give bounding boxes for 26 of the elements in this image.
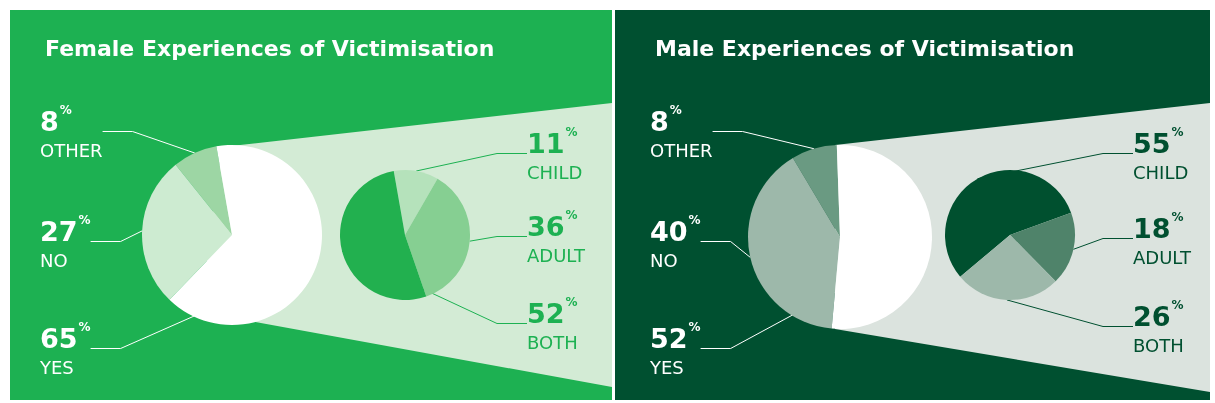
slice-label: NO xyxy=(40,249,68,271)
data-label: 52% xyxy=(527,295,578,329)
slice-label: ADULT xyxy=(527,244,586,266)
data-label: 26% xyxy=(1133,298,1184,332)
data-label: 11% xyxy=(527,125,578,159)
data-label: 8% xyxy=(40,103,72,137)
slice-label: YES xyxy=(39,356,74,378)
data-label: 65% xyxy=(40,320,91,354)
slice-label: OTHER xyxy=(40,139,103,161)
slice-label: BOTH xyxy=(1133,334,1184,356)
slice-label: BOTH xyxy=(527,331,578,353)
slice-label: CHILD xyxy=(1133,161,1189,183)
slice-label: ADULT xyxy=(1133,246,1192,268)
slice-label: NO xyxy=(650,249,678,271)
slice-label: OTHER xyxy=(650,139,713,161)
slice-label: CHILD xyxy=(527,161,583,183)
data-label: 27% xyxy=(40,213,91,247)
chart-title: Female Experiences of Victimisation xyxy=(45,35,495,61)
chart-title: Male Experiences of Victimisation xyxy=(655,35,1075,61)
data-label: 55% xyxy=(1133,125,1184,159)
data-label: 8% xyxy=(650,103,682,137)
data-label: 18% xyxy=(1133,210,1184,244)
data-label: 36% xyxy=(527,208,578,242)
data-label: 52% xyxy=(650,320,701,354)
data-label: 40% xyxy=(650,213,701,247)
slice-label: YES xyxy=(649,356,684,378)
